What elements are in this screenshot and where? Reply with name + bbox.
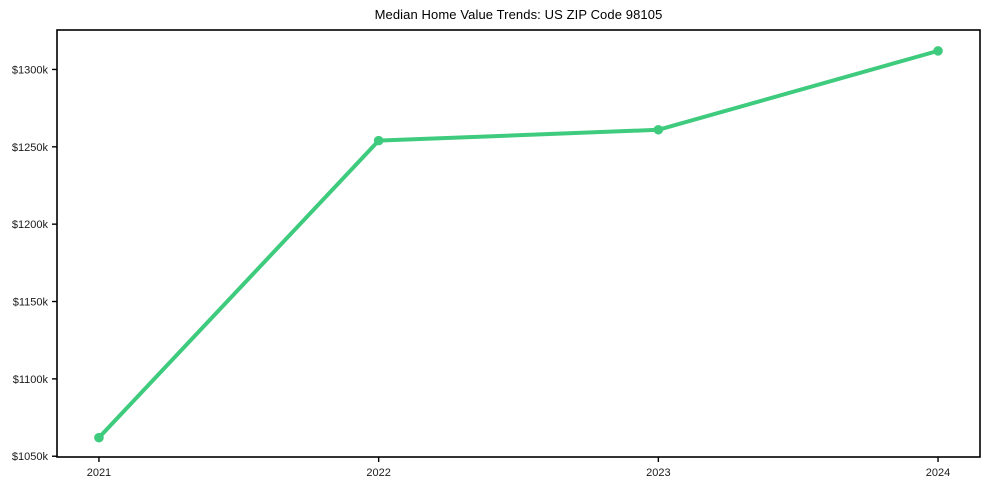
y-axis-tick-label: $1200k [12,219,49,231]
y-axis-tick-label: $1150k [13,297,49,309]
chart-title: Median Home Value Trends: US ZIP Code 98… [374,7,663,22]
y-axis-tick-label: $1050k [12,451,49,463]
data-point-2023 [653,124,664,135]
plot-border [56,29,981,458]
x-axis-tick-label: 2024 [926,467,950,479]
data-point-2021 [94,432,104,443]
data-point-2024 [933,46,943,56]
y-axis-tick-label: $1300k [12,64,49,76]
x-axis-tick-label: 2023 [646,467,670,479]
y-axis-tick-label: $1250k [12,142,49,154]
y-axis-tick-label: $1100k [13,374,49,386]
trend-line [96,48,941,440]
data-point-2022 [373,135,384,146]
x-axis-tick-label: 2021 [87,467,111,479]
x-axis-tick-label: 2022 [366,467,390,479]
